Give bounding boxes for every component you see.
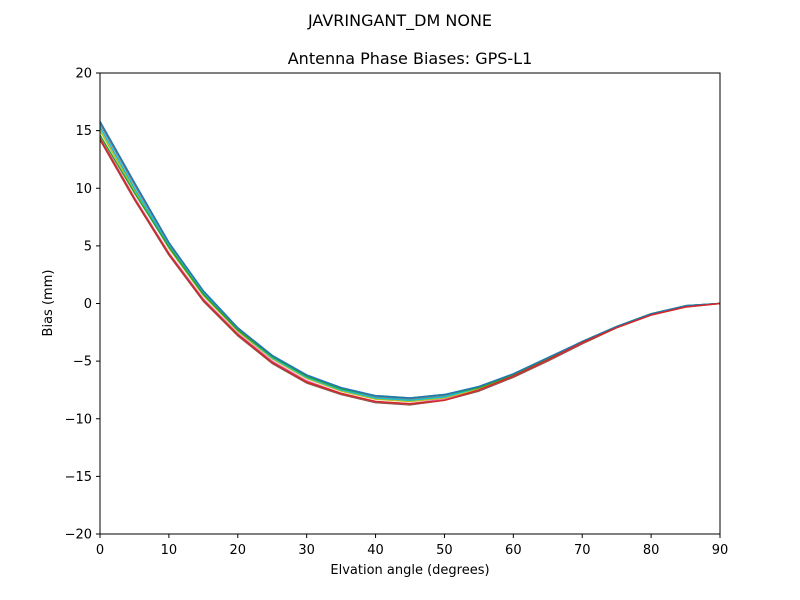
y-tick-label: 10 xyxy=(75,182,92,197)
axes-frame xyxy=(99,72,721,535)
y-tick-label: −20 xyxy=(65,528,92,543)
series-line-1 xyxy=(99,139,721,406)
x-tick-label: 40 xyxy=(367,543,384,558)
x-tick-label: 20 xyxy=(230,543,247,558)
figure-suptitle: JAVRINGANT_DM NONE xyxy=(307,11,492,31)
series-line-2 xyxy=(99,137,721,405)
x-tick-label: 60 xyxy=(505,543,522,558)
y-tick-label: −5 xyxy=(73,355,92,370)
y-tick-label: −10 xyxy=(65,412,92,427)
x-axis-label: Elvation angle (degrees) xyxy=(330,563,489,578)
y-tick-label: 20 xyxy=(75,67,92,82)
y-tick-label: 15 xyxy=(75,124,92,139)
x-tick-label: 50 xyxy=(436,543,453,558)
x-tick-label: 10 xyxy=(161,543,178,558)
x-tick-label: 90 xyxy=(712,543,729,558)
x-tick-label: 70 xyxy=(574,543,591,558)
series-line-6 xyxy=(99,134,721,399)
x-tick-label: 0 xyxy=(96,543,104,558)
y-axis-label: Bias (mm) xyxy=(41,270,56,337)
series-line-7 xyxy=(99,121,721,399)
plot-area: 0 10 20 30 40 50 60 70 80 90 −20 −15 −10 −5 0 5 10 15 20 xyxy=(65,67,729,559)
y-tick-label: −15 xyxy=(65,470,92,485)
chart-title: Antenna Phase Biases: GPS-L1 xyxy=(288,49,533,68)
y-tick-label: 5 xyxy=(84,239,92,254)
y-tick-label: 0 xyxy=(84,297,92,312)
x-tick-label: 80 xyxy=(643,543,660,558)
series-line-3 xyxy=(99,123,721,400)
series-line-5 xyxy=(99,126,721,402)
series-line-4 xyxy=(99,130,721,403)
series-line-8 xyxy=(99,138,721,405)
x-tick-label: 30 xyxy=(298,543,315,558)
